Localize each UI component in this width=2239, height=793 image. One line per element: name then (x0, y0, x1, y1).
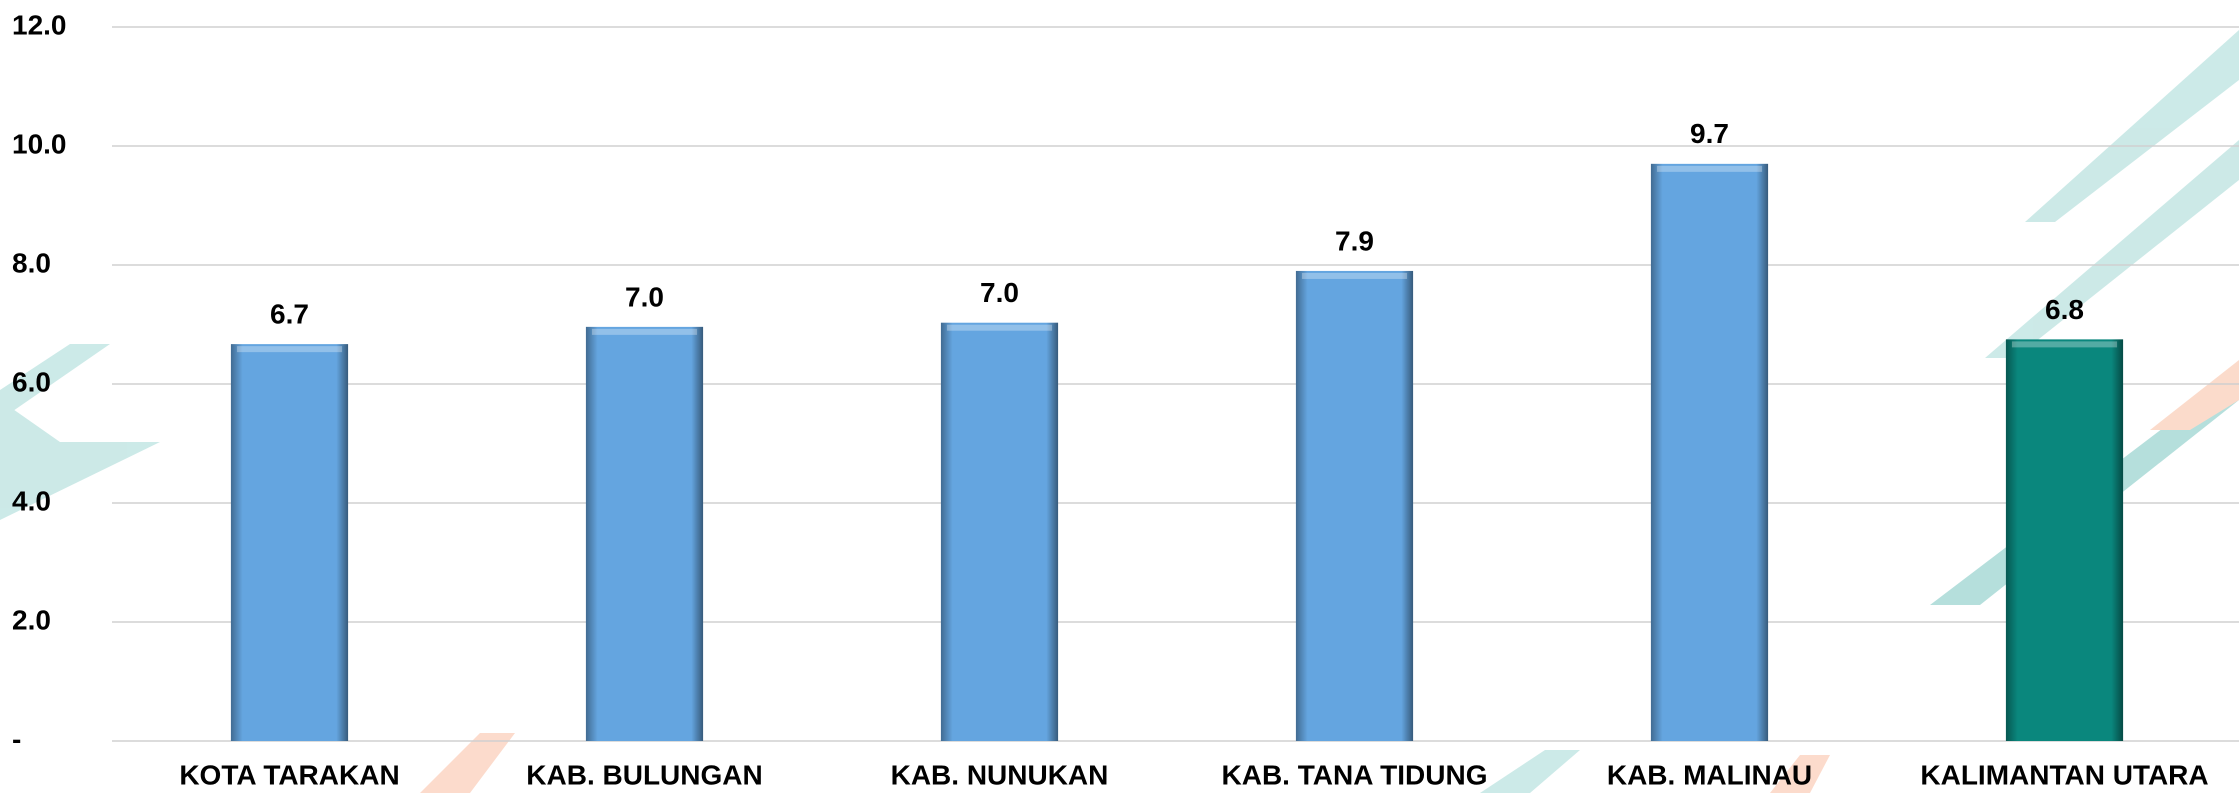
bar-shading (1295, 270, 1414, 741)
y-tick-label: 4.0 (12, 485, 51, 516)
bar-shading (2005, 339, 2124, 741)
value-label: 6.8 (2045, 294, 2084, 325)
bar-shading (230, 344, 349, 741)
y-tick-label: 8.0 (12, 247, 51, 278)
bar-shading (585, 326, 704, 741)
y-tick-label: 2.0 (12, 604, 51, 635)
bar-shading (1650, 163, 1769, 742)
bar-highlight (591, 328, 698, 335)
bar-highlight (1301, 272, 1408, 279)
value-label: 6.7 (270, 299, 309, 330)
x-tick-label: KAB. BULUNGAN (526, 759, 762, 790)
value-label: 7.0 (980, 277, 1019, 308)
bar-highlight (2011, 341, 2118, 348)
y-tick-label: 12.0 (12, 9, 67, 40)
x-tick-label: KAB. MALINAU (1607, 759, 1812, 790)
value-label: 7.0 (625, 281, 664, 312)
y-tick-label: 6.0 (12, 366, 51, 397)
value-label: 9.7 (1690, 118, 1729, 149)
x-tick-label: KALIMANTAN UTARA (1920, 759, 2208, 790)
x-tick-label: KOTA TARAKAN (179, 759, 399, 790)
y-tick-label: 10.0 (12, 128, 67, 159)
value-label: 7.9 (1335, 225, 1374, 256)
bar-shading (940, 322, 1059, 741)
bar-highlight (236, 346, 343, 353)
x-tick-label: KAB. NUNUKAN (891, 759, 1109, 790)
bar-highlight (946, 324, 1053, 331)
bar-highlight (1656, 165, 1763, 172)
x-tick-label: KAB. TANA TIDUNG (1222, 759, 1488, 790)
y-tick-label: - (12, 723, 21, 754)
